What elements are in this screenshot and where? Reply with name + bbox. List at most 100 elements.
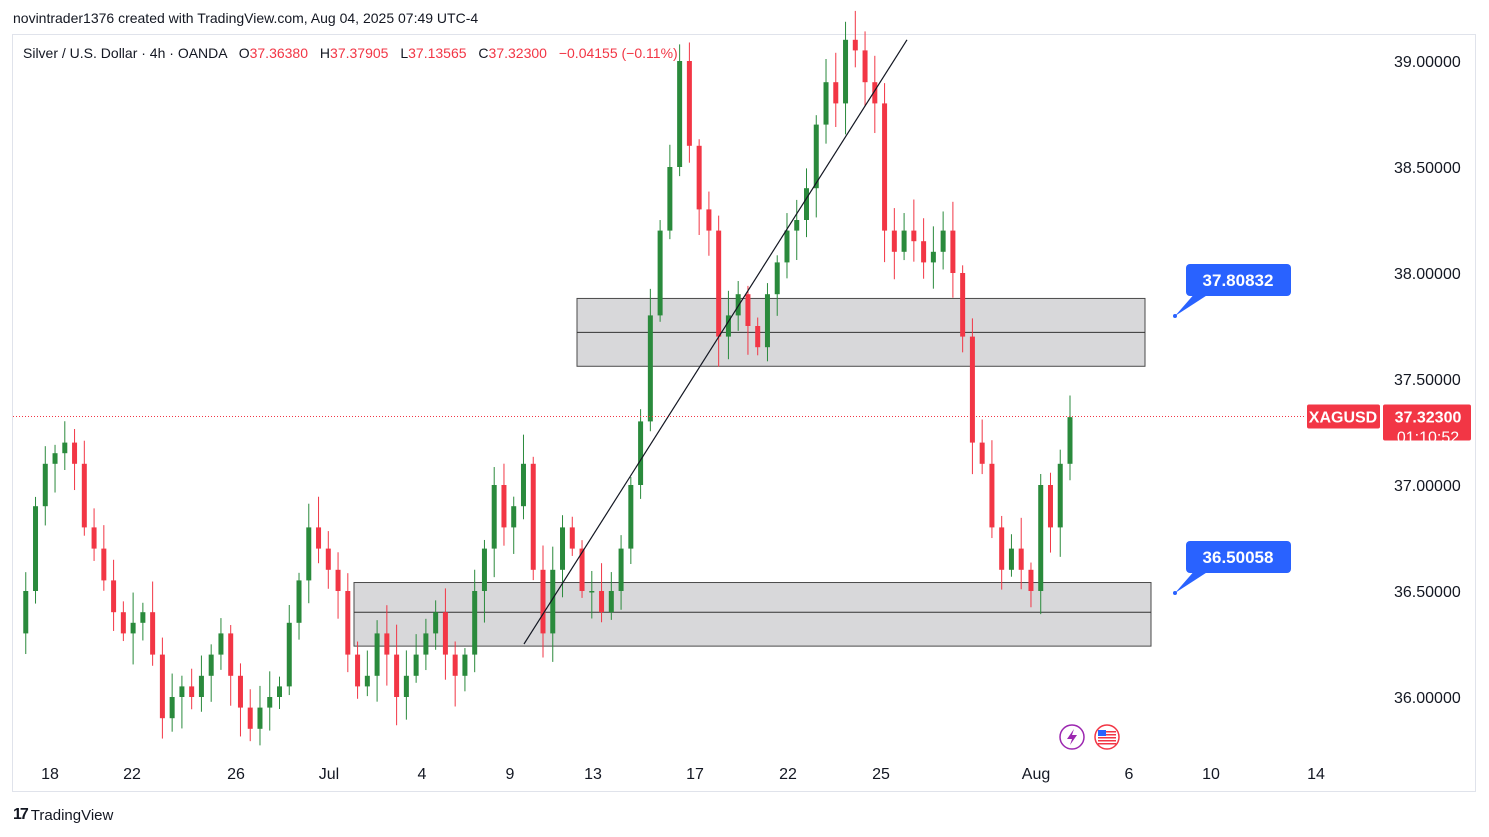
candle-body[interactable] xyxy=(501,485,507,528)
trendline[interactable] xyxy=(523,39,908,645)
candle-body[interactable] xyxy=(355,654,361,687)
candle-body[interactable] xyxy=(677,61,683,167)
candle-body[interactable] xyxy=(930,251,936,263)
price-callout-box[interactable] xyxy=(1186,541,1291,573)
candle-body[interactable] xyxy=(755,326,761,348)
candle-body[interactable] xyxy=(950,230,956,273)
price-callout-box[interactable] xyxy=(1186,264,1291,296)
candle-body[interactable] xyxy=(325,548,331,570)
candle-body[interactable] xyxy=(550,569,556,634)
candle-body[interactable] xyxy=(452,654,458,676)
candle-body[interactable] xyxy=(462,654,468,676)
candle-body[interactable] xyxy=(862,50,868,83)
candle-body[interactable] xyxy=(882,103,888,231)
support-resistance-zone[interactable] xyxy=(353,582,1152,647)
candle-body[interactable] xyxy=(696,145,702,210)
candle-body[interactable] xyxy=(62,442,68,454)
candle-body[interactable] xyxy=(589,591,595,593)
candle-body[interactable] xyxy=(237,675,243,708)
tradingview-footer[interactable]: 17 TradingView xyxy=(13,806,113,824)
candle-body[interactable] xyxy=(91,527,97,549)
candle-body[interactable] xyxy=(511,506,517,528)
candle-body[interactable] xyxy=(579,548,585,591)
candle-body[interactable] xyxy=(140,612,146,623)
candle-body[interactable] xyxy=(1028,569,1034,591)
candle-body[interactable] xyxy=(960,273,966,337)
candle-body[interactable] xyxy=(403,675,409,697)
candle-body[interactable] xyxy=(1018,548,1024,570)
candle-body[interactable] xyxy=(911,230,917,242)
candle-body[interactable] xyxy=(843,39,849,104)
candle-body[interactable] xyxy=(745,294,751,326)
candle-body[interactable] xyxy=(1057,463,1063,528)
candle-body[interactable] xyxy=(725,315,731,337)
candle-body[interactable] xyxy=(472,591,478,655)
candle-body[interactable] xyxy=(316,527,322,549)
candle-body[interactable] xyxy=(413,654,419,676)
candle-body[interactable] xyxy=(169,697,175,719)
candle-body[interactable] xyxy=(999,527,1005,570)
candle-body[interactable] xyxy=(23,591,29,634)
candle-body[interactable] xyxy=(442,612,448,655)
candle-body[interactable] xyxy=(599,591,605,613)
candle-body[interactable] xyxy=(179,686,185,697)
candle-body[interactable] xyxy=(794,220,800,231)
candle-body[interactable] xyxy=(891,230,897,252)
candle-body[interactable] xyxy=(813,124,819,189)
candle-body[interactable] xyxy=(198,675,204,697)
candle-body[interactable] xyxy=(1038,485,1044,591)
candle-body[interactable] xyxy=(218,633,224,655)
candle-body[interactable] xyxy=(257,707,263,729)
candle-body[interactable] xyxy=(120,612,126,634)
candle-body[interactable] xyxy=(364,675,370,687)
candle-body[interactable] xyxy=(647,315,653,422)
candle-body[interactable] xyxy=(1067,417,1073,464)
candle-body[interactable] xyxy=(189,686,195,697)
candle-body[interactable] xyxy=(228,633,234,676)
candle-body[interactable] xyxy=(306,527,312,581)
candle-body[interactable] xyxy=(277,686,282,697)
candle-body[interactable] xyxy=(374,633,380,676)
candle-body[interactable] xyxy=(491,485,497,549)
candle-body[interactable] xyxy=(33,506,39,591)
candle-body[interactable] xyxy=(42,463,48,507)
candle-body[interactable] xyxy=(286,622,292,687)
candle-body[interactable] xyxy=(423,633,429,655)
candle-body[interactable] xyxy=(267,697,273,708)
candle-body[interactable] xyxy=(628,485,634,549)
candle-body[interactable] xyxy=(921,241,927,263)
candle-body[interactable] xyxy=(530,463,536,570)
candle-body[interactable] xyxy=(1047,485,1053,528)
candle-body[interactable] xyxy=(481,548,487,591)
candle-body[interactable] xyxy=(989,463,995,528)
candle-body[interactable] xyxy=(159,654,165,719)
candle-body[interactable] xyxy=(774,262,780,295)
candle-body[interactable] xyxy=(804,188,809,220)
candle-body[interactable] xyxy=(667,167,673,231)
candle-body[interactable] xyxy=(208,654,214,676)
candle-body[interactable] xyxy=(901,230,907,252)
candle-body[interactable] xyxy=(735,294,741,316)
candle-body[interactable] xyxy=(345,591,351,655)
candle-body[interactable] xyxy=(784,230,790,263)
candle-body[interactable] xyxy=(540,569,546,634)
candle-body[interactable] xyxy=(833,82,839,104)
candle-body[interactable] xyxy=(433,612,439,634)
candle-body[interactable] xyxy=(852,39,858,51)
candle-body[interactable] xyxy=(638,421,644,485)
candle-body[interactable] xyxy=(872,82,878,104)
candle-body[interactable] xyxy=(111,580,117,613)
candle-body[interactable] xyxy=(940,230,946,252)
candle-body[interactable] xyxy=(81,463,87,528)
candle-body[interactable] xyxy=(72,442,78,464)
candle-body[interactable] xyxy=(101,548,107,581)
candle-body[interactable] xyxy=(823,82,829,125)
candle-body[interactable] xyxy=(150,612,156,655)
candle-body[interactable] xyxy=(657,230,663,316)
candle-body[interactable] xyxy=(969,336,975,443)
candle-body[interactable] xyxy=(686,61,692,146)
candle-body[interactable] xyxy=(608,591,614,613)
candle-body[interactable] xyxy=(384,633,390,655)
candle-body[interactable] xyxy=(706,209,712,231)
